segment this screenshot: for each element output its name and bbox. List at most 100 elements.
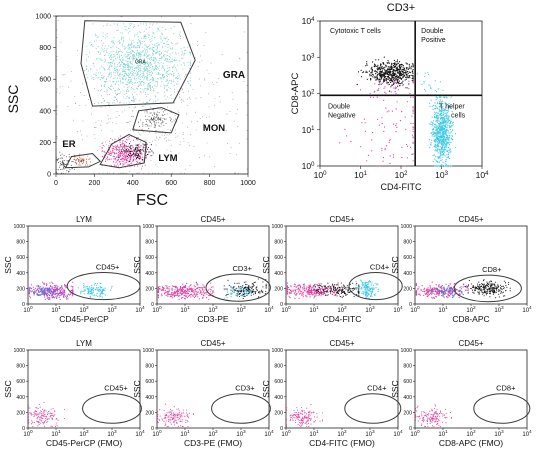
y-tick-label: 600	[145, 379, 154, 385]
y-tick-label: 800	[145, 364, 154, 370]
panel-ticks: 100 101 102 103 104 0 200 400 600 800 1000	[400, 348, 532, 438]
gate-label: CD4+	[367, 384, 387, 393]
x-axis-label: FSC	[136, 192, 168, 209]
gate-inner-label-lym: LYM	[121, 148, 130, 153]
y-axis-label: SSC	[390, 380, 400, 397]
y-tick-label: 0	[280, 426, 283, 432]
gate-ellipse	[82, 393, 142, 424]
cd3-positive-blue-events	[223, 284, 261, 299]
y-tick-label: 0	[151, 426, 154, 432]
panel-ticks: 100 101 102 103 104 0 200 400 600 800 1000	[13, 348, 145, 438]
x-tick-label: 103	[494, 429, 504, 438]
cd8-blue-events	[431, 283, 469, 299]
x-axis-label: CD8-APC (FMO)	[439, 438, 503, 448]
gate-label: CD3+	[235, 384, 255, 393]
x-tick-label: 102	[337, 305, 347, 314]
y-tick-label: 400	[274, 395, 283, 401]
y-tick-label: 600	[403, 379, 412, 385]
y-tick-label: 200	[274, 286, 283, 292]
x-tick-label: 100	[410, 305, 420, 314]
panel-title: LYM	[76, 215, 92, 224]
x-tick-label: 101	[438, 305, 448, 314]
row1-panel-2: CD45+ 100 101 102 103 104 0 200 400 600 800 1000 CD3…	[132, 215, 274, 324]
scatter-gates: GRA MON LYM ER GRA MON LYM ER	[62, 20, 245, 169]
x-tick-label: 100	[281, 305, 291, 314]
gate-label: CD45+	[104, 384, 128, 393]
quadrant-label-helper: T helper cells	[439, 103, 466, 119]
x-tick-label: 400	[127, 180, 139, 187]
gate-label: CD3+	[233, 264, 253, 273]
cd4-dark-events	[313, 282, 360, 298]
y-tick-label: 0	[22, 426, 25, 432]
negative-events	[28, 401, 65, 427]
cd4-cd8-quadrant-plot: CD3+ 100 101 102 103 104 100 101 102 103 104 CD4-FI…	[290, 2, 489, 192]
row2-panel-1: LYM 100 101 102 103 104 0 200 400 600 800 1000 CD45-…	[3, 339, 145, 448]
x-tick-label: 102	[466, 305, 476, 314]
quadrant-frame	[319, 20, 483, 167]
y-tick-label: 1000	[13, 348, 25, 354]
x-tick-label: 103	[494, 305, 504, 314]
gate-mon	[132, 107, 180, 134]
x-tick-label: 600	[165, 180, 177, 187]
double-positive-events	[416, 71, 444, 96]
x-tick-label: 103	[107, 429, 117, 438]
y-tick-label: 200	[403, 286, 412, 292]
helper-events	[428, 96, 457, 167]
panel-title: LYM	[76, 339, 92, 348]
y-tick-label: 800	[16, 364, 25, 370]
y-tick-label: 800	[145, 240, 154, 246]
y-tick-label: 400	[16, 395, 25, 401]
y-tick-label: 200	[16, 286, 25, 292]
erythrocyte-events	[73, 153, 92, 166]
y-tick-label: 600	[16, 379, 25, 385]
y-tick-label: 200	[39, 140, 51, 147]
x-tick-label: 102	[79, 305, 89, 314]
x-tick-label: 104	[264, 429, 274, 438]
gate-label-lym: LYM	[158, 153, 177, 164]
cd4-positive-events	[355, 279, 379, 300]
quadrant-label-double-negative: Double Negative	[328, 103, 356, 119]
y-axis-label: SSC	[3, 380, 13, 397]
y-tick-label: 101	[302, 125, 315, 135]
panel-ticks: 100 101 102 103 104 0 200 400 600 800 1000	[271, 348, 403, 438]
panel-title: CD45+	[329, 215, 354, 224]
x-tick-label: 101	[309, 429, 319, 438]
x-tick-label: 104	[476, 170, 489, 180]
x-tick-label: 104	[522, 429, 532, 438]
y-tick-label: 1000	[271, 224, 283, 230]
panel-frame	[285, 349, 399, 429]
gate-ellipse	[344, 393, 402, 424]
gate-lym	[99, 133, 147, 169]
panel-ticks: 100 101 102 103 104 0 200 400 600 800 1000	[13, 224, 145, 314]
panel-title: CD45+	[200, 339, 225, 348]
quadrant-ticks: 100 101 102 103 104 100 101 102 103 104	[302, 16, 489, 180]
y-tick-label: 800	[16, 240, 25, 246]
granulocyte-events	[86, 23, 191, 104]
x-tick-label: 1000	[240, 180, 256, 187]
x-tick-label: 103	[236, 305, 246, 314]
y-axis-label: SSC	[390, 256, 400, 273]
negative-events	[157, 403, 194, 427]
gate-label: CD4+	[370, 262, 390, 271]
y-axis-label: SSC	[261, 256, 271, 273]
quadrant-title: CD3+	[387, 2, 415, 14]
x-tick-label: 103	[236, 429, 246, 438]
y-tick-label: 1000	[142, 224, 154, 230]
x-tick-label: 104	[393, 429, 403, 438]
y-tick-label: 800	[274, 364, 283, 370]
quadrant-label-double-positive: Double Positive	[421, 28, 446, 44]
y-tick-label: 1000	[400, 348, 412, 354]
y-axis-label: SSC	[5, 85, 21, 114]
y-tick-label: 102	[302, 89, 315, 99]
y-tick-label: 103	[302, 52, 315, 62]
x-tick-label: 103	[435, 170, 448, 180]
y-axis-label: SSC	[261, 380, 271, 397]
y-tick-label: 0	[409, 302, 412, 308]
y-tick-label: 600	[16, 255, 25, 261]
y-tick-label: 800	[403, 240, 412, 246]
cd3-negative-events	[157, 281, 214, 300]
y-tick-label: 0	[280, 302, 283, 308]
x-tick-label: 103	[365, 305, 375, 314]
x-tick-label: 100	[23, 305, 33, 314]
